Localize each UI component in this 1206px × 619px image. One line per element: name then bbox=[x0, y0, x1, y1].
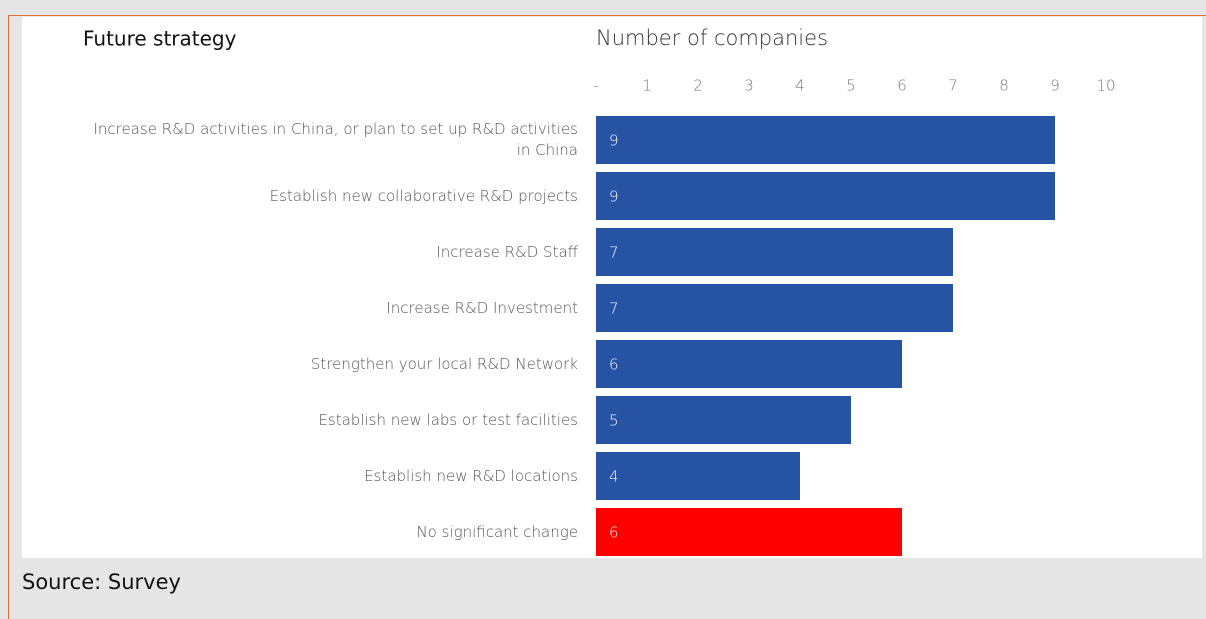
x-tick-label: 8 bbox=[999, 77, 1009, 95]
category-label: Increase R&D Investment bbox=[88, 284, 578, 332]
x-tick-label: 9 bbox=[1050, 77, 1060, 95]
x-tick-label: 4 bbox=[795, 77, 805, 95]
bar bbox=[596, 340, 902, 388]
chart-title: Future strategy bbox=[83, 27, 237, 51]
category-text: Establish new collaborative R&D projects bbox=[269, 186, 578, 205]
axis-label: Number of companies bbox=[596, 26, 828, 50]
value-label: 6 bbox=[609, 524, 619, 542]
category-text: Establish new labs or test facilities bbox=[318, 410, 578, 429]
bar bbox=[596, 452, 800, 500]
category-label: No significant change bbox=[88, 508, 578, 556]
category-label: Establish new labs or test facilities bbox=[88, 396, 578, 444]
category-label: Establish new R&D locations bbox=[88, 452, 578, 500]
bar bbox=[596, 284, 953, 332]
x-tick-label: 2 bbox=[693, 77, 703, 95]
x-tick-label: 1 bbox=[642, 77, 652, 95]
bar bbox=[596, 228, 953, 276]
category-text: Establish new R&D locations bbox=[364, 466, 578, 485]
value-label: 7 bbox=[609, 300, 619, 318]
x-tick-label: 3 bbox=[744, 77, 754, 95]
x-tick-label: 6 bbox=[897, 77, 907, 95]
x-tick-label: 10 bbox=[1096, 77, 1115, 95]
category-text: Strengthen your local R&D Network bbox=[310, 354, 578, 373]
category-label: Strengthen your local R&D Network bbox=[88, 340, 578, 388]
bar bbox=[596, 116, 1055, 164]
category-label: Increase R&D Staff bbox=[88, 228, 578, 276]
bar bbox=[596, 396, 851, 444]
bar bbox=[596, 172, 1055, 220]
value-label: 9 bbox=[609, 188, 619, 206]
source: Source: Survey bbox=[22, 570, 181, 594]
category-text: Increase R&D activities in China, or pla… bbox=[93, 120, 578, 159]
value-label: 4 bbox=[609, 468, 619, 486]
bar bbox=[596, 508, 902, 556]
frame bbox=[8, 15, 1206, 619]
value-label: 9 bbox=[609, 132, 619, 150]
x-tick-label: - bbox=[593, 77, 598, 95]
category-label: Establish new collaborative R&D projects bbox=[88, 172, 578, 220]
value-label: 7 bbox=[609, 244, 619, 262]
x-tick-label: 7 bbox=[948, 77, 958, 95]
value-label: 5 bbox=[609, 412, 619, 430]
value-label: 6 bbox=[609, 356, 619, 374]
category-text: No significant change bbox=[416, 522, 578, 541]
x-tick-label: 5 bbox=[846, 77, 856, 95]
category-text: Increase R&D Investment bbox=[386, 298, 578, 317]
category-label: Increase R&D activities in China, or pla… bbox=[88, 116, 578, 164]
category-text: Increase R&D Staff bbox=[436, 242, 578, 261]
